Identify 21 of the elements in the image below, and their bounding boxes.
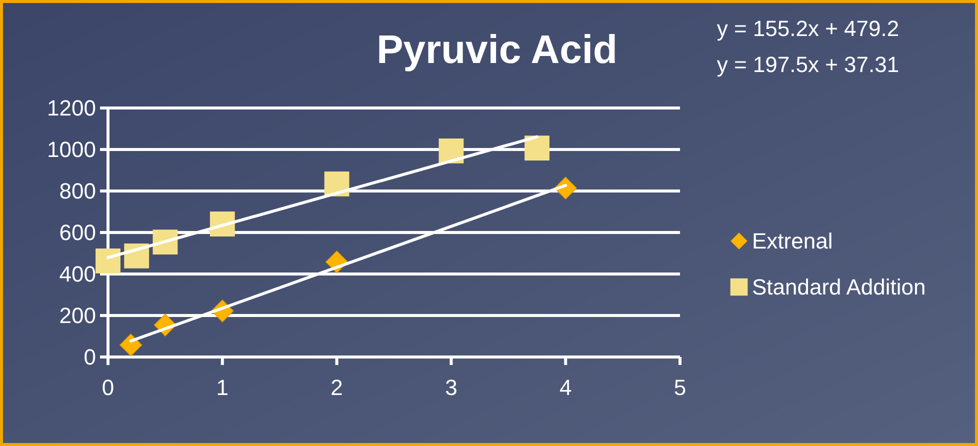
legend-label: Extrenal xyxy=(752,228,833,254)
y-tick-label: 600 xyxy=(59,220,96,246)
y-tick-label: 0 xyxy=(84,344,96,370)
point xyxy=(120,334,142,356)
x-tick-label: 5 xyxy=(674,375,686,400)
chart-title: Pyruvic Acid xyxy=(376,28,618,72)
text: y = 197.5x + 37.31 xyxy=(716,52,900,77)
point xyxy=(96,248,120,274)
text: y = 155.2x + 479.2 xyxy=(716,16,900,41)
legend-label: Standard Addition xyxy=(752,274,926,300)
y-tick-label: 400 xyxy=(59,262,96,287)
x-tick-label: 2 xyxy=(330,375,343,400)
x-tick-label: 3 xyxy=(445,375,458,400)
y-tick-label: 200 xyxy=(59,303,96,328)
y-tick-label: 800 xyxy=(59,178,96,204)
y-tick-label: 1200 xyxy=(47,96,96,121)
x-tick-label: 4 xyxy=(559,375,572,400)
x-tick-label: 1 xyxy=(216,375,229,400)
y-tick-label: 1000 xyxy=(47,137,96,162)
point xyxy=(524,136,550,160)
x-tick-label: 0 xyxy=(102,375,114,400)
